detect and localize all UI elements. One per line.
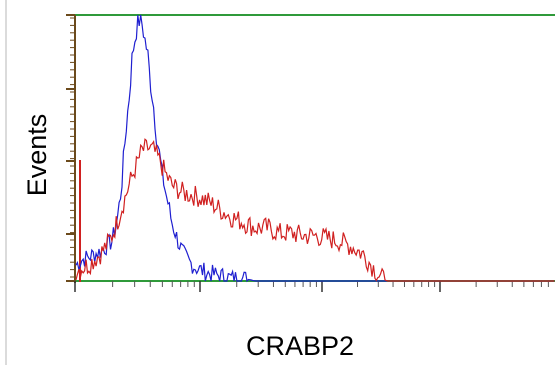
x-axis-label: CRABP2 — [246, 331, 354, 361]
y-minor-ticks — [70, 17, 75, 278]
x-ticks — [74, 281, 441, 292]
histogram-traces — [75, 14, 555, 283]
y-ticks — [66, 14, 75, 282]
y-axis-label: Events — [22, 114, 52, 197]
histogram-series-line — [75, 138, 555, 282]
plot-frame — [74, 14, 555, 283]
x-minor-ticks — [112, 281, 549, 287]
